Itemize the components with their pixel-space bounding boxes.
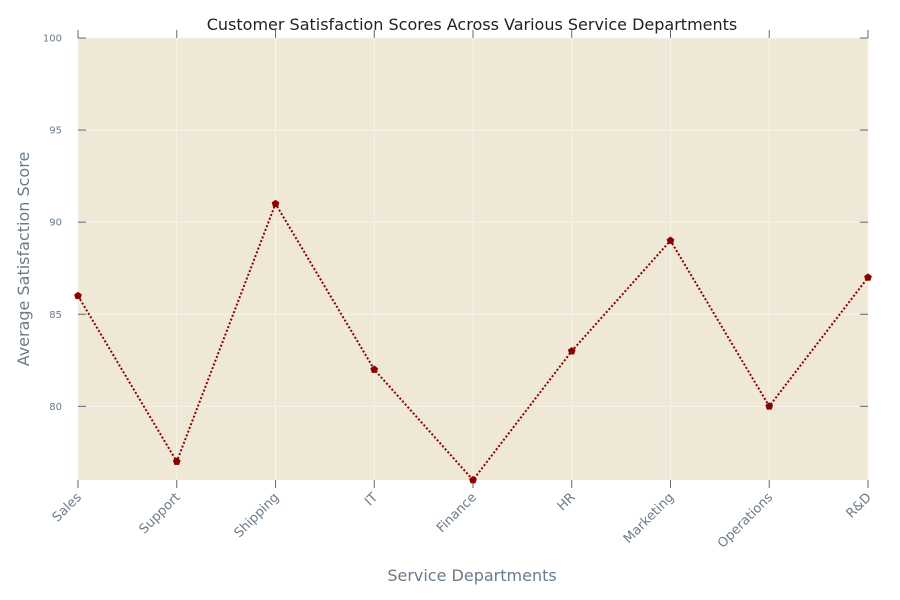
data-point-sales	[74, 291, 82, 300]
x-axis-label: Service Departments	[387, 566, 556, 585]
data-point-it	[370, 365, 379, 373]
series-markers	[74, 199, 872, 484]
data-point-finance	[469, 475, 477, 484]
x-tick-label: HR	[555, 490, 579, 514]
grid-lines	[77, 37, 869, 480]
x-tick-label: Shipping	[232, 490, 283, 541]
y-tick-label: 80	[49, 402, 62, 413]
x-tick-label: IT	[362, 490, 381, 509]
x-tick-label: Support	[137, 490, 184, 537]
y-tick-label: 90	[49, 218, 62, 229]
x-tick-labels: Sales Support Shipping IT Finance HR Marketing…	[50, 490, 875, 551]
data-point-operations	[765, 402, 774, 410]
y-tick-label: 100	[43, 34, 62, 45]
chart-title: Customer Satisfaction Scores Across Vari…	[207, 15, 738, 34]
data-point-hr	[567, 346, 576, 355]
y-axis-label: Average Satisfaction Score	[14, 152, 33, 367]
data-point-shipping	[271, 199, 280, 208]
axis-ticks	[77, 30, 869, 488]
x-tick-label: R&D	[844, 490, 875, 521]
x-tick-label: Sales	[50, 490, 85, 525]
series-line	[77, 201, 869, 482]
data-point-marketing	[666, 236, 675, 244]
y-tick-labels: 80 85 90 95 100	[43, 34, 62, 413]
y-tick-label: 85	[49, 310, 62, 321]
x-tick-label: Marketing	[621, 490, 677, 546]
data-point-r-d	[864, 273, 872, 281]
x-tick-label: Operations	[715, 490, 776, 551]
data-point-support	[172, 457, 181, 465]
y-tick-label: 95	[49, 126, 62, 137]
x-tick-label: Finance	[434, 490, 480, 536]
